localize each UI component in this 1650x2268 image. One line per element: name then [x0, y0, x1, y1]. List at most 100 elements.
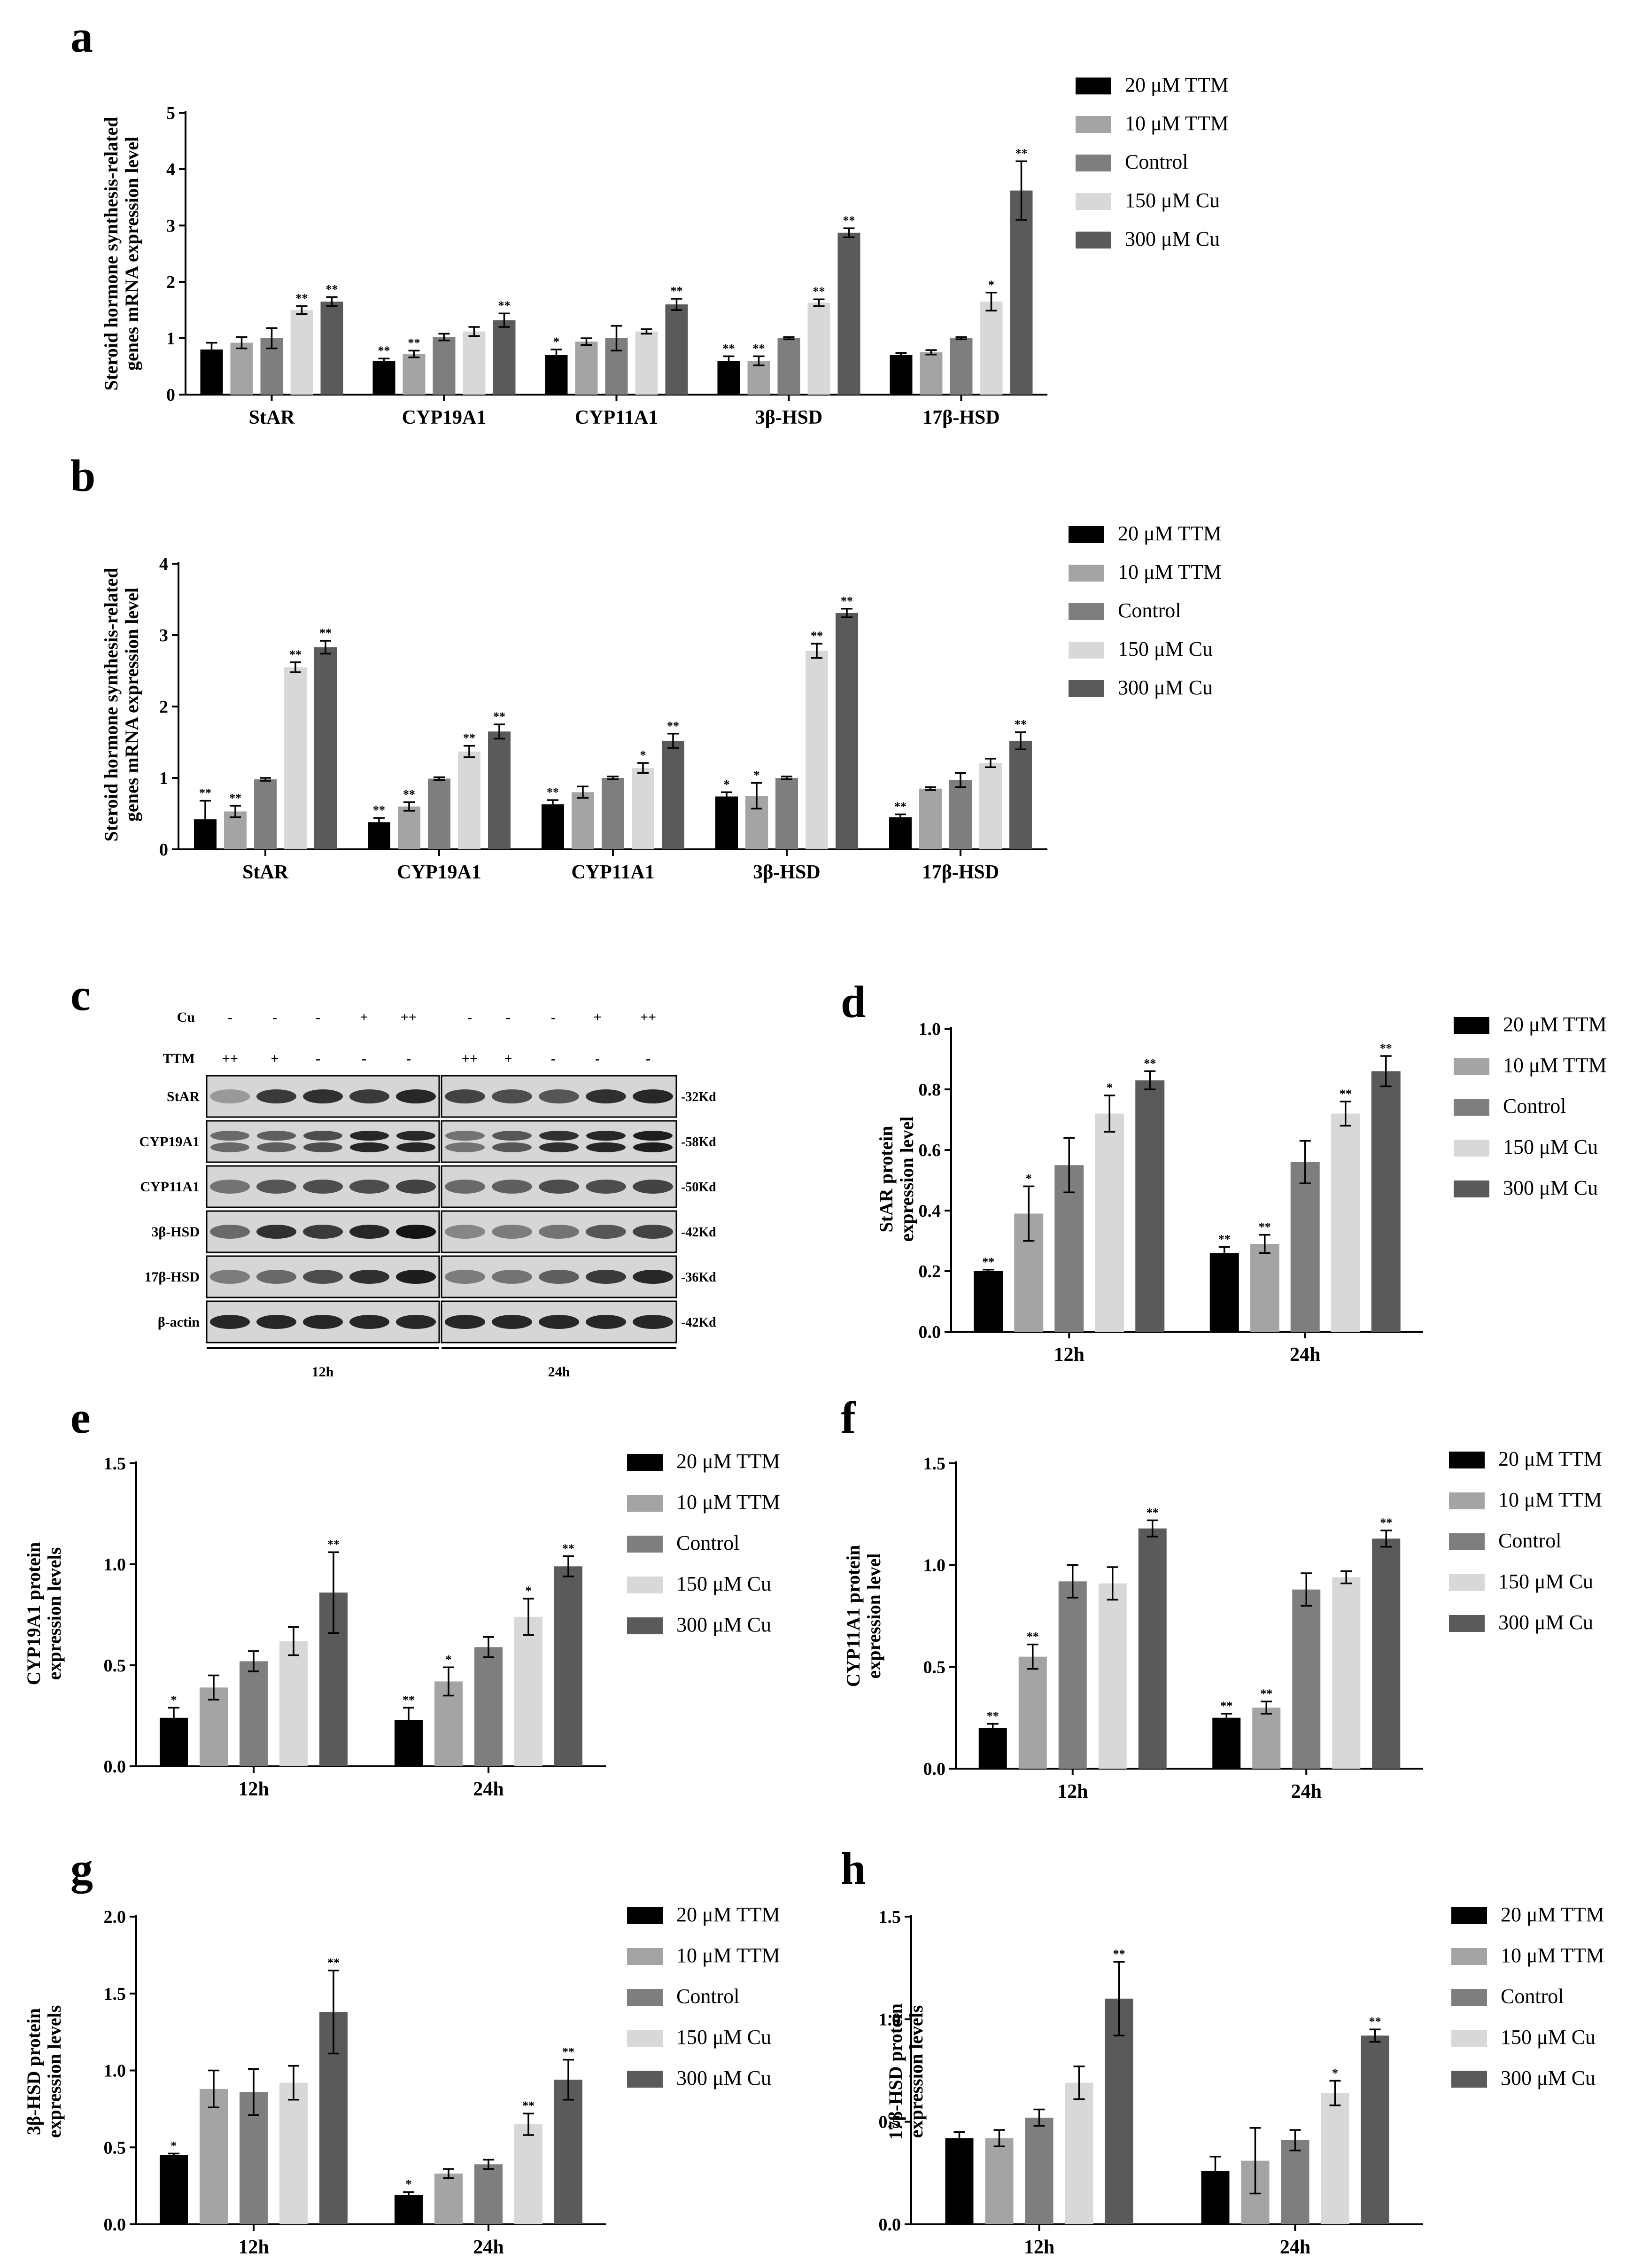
legend-entry: 150 μM Cu: [676, 2026, 771, 2049]
significance-mark: *: [406, 2177, 412, 2191]
band: [633, 1270, 673, 1284]
legend-entry: 20 μM TTM: [1501, 1903, 1604, 1926]
y-axis-label-line: expression levels: [44, 1547, 65, 1680]
legend-entry: 20 μM TTM: [676, 1450, 780, 1473]
y-tick-label: 0: [159, 840, 168, 860]
legend-entry: 10 μM TTM: [1503, 1054, 1607, 1077]
y-tick-label: 1.5: [879, 1907, 901, 1927]
significance-mark: **: [229, 791, 241, 805]
bar: [945, 2138, 974, 2224]
significance-mark: *: [1332, 2066, 1338, 2080]
band: [302, 1089, 343, 1103]
legend-swatch: [1449, 1615, 1485, 1632]
bar: [542, 804, 564, 849]
band: [303, 1142, 343, 1152]
bar: [837, 233, 860, 395]
treatment-sign: ++: [401, 1010, 417, 1025]
timepoint-label: 12h: [312, 1364, 334, 1380]
blot-box: [206, 1120, 440, 1163]
bar: [572, 792, 594, 849]
significance-mark: **: [199, 786, 211, 800]
band: [209, 1089, 250, 1103]
band: [586, 1131, 626, 1141]
bar: [514, 2124, 542, 2224]
legend-entry: Control: [1501, 1985, 1564, 2008]
x-tick-label: 3β-HSD: [753, 862, 820, 883]
legend-swatch: [1451, 2030, 1487, 2047]
y-tick-label: 1.0: [879, 2010, 901, 2029]
bar: [488, 731, 511, 849]
treatment-sign: -: [316, 1051, 320, 1066]
band: [256, 1315, 297, 1329]
legend: 20 μM TTM 10 μM TTM Control 150 μM Cu 300 μM…: [1069, 522, 1222, 699]
significance-mark: **: [1144, 1056, 1156, 1070]
y-tick-label: 3: [159, 626, 168, 645]
band: [349, 1270, 390, 1284]
band: [586, 1089, 626, 1103]
bar: [474, 2164, 503, 2224]
legend: 20 μM TTM 10 μM TTM Control 150 μM Cu 300 μM…: [1449, 1447, 1602, 1634]
bar: [1095, 1113, 1124, 1332]
legend-swatch: [627, 1454, 663, 1471]
bar: [1018, 1656, 1047, 1769]
legend-swatch: [627, 1907, 663, 1924]
legend-swatch: [1069, 680, 1104, 697]
band: [209, 1315, 250, 1329]
y-axis-label-line: genes mRNA expression level: [121, 137, 142, 371]
bar: [1361, 2035, 1389, 2224]
x-tick-label: 17β-HSD: [922, 407, 999, 428]
significance-mark: *: [1026, 1172, 1032, 1185]
significance-mark: **: [1027, 1630, 1039, 1644]
band: [349, 1089, 390, 1103]
y-axis-label: StAR proteinexpression level: [875, 1116, 917, 1242]
y-axis-label-line: 17β-HSD protein: [885, 2004, 906, 2140]
legend-swatch: [1451, 1989, 1487, 2006]
molecular-weight-label: -32Kd: [681, 1090, 716, 1104]
y-axis-label-line: expression level: [896, 1116, 917, 1242]
significance-mark: **: [408, 336, 420, 350]
band: [445, 1315, 485, 1329]
legend-entry: Control: [1118, 599, 1181, 622]
bar: [284, 667, 307, 849]
molecular-weight-label: -58Kd: [681, 1135, 716, 1150]
y-tick-label: 1.0: [104, 2061, 126, 2081]
legend-entry: 300 μM Cu: [1125, 227, 1220, 250]
bar: [950, 338, 973, 395]
bar: [514, 1616, 542, 1766]
significance-mark: **: [289, 648, 302, 661]
band: [445, 1142, 485, 1152]
significance-mark: **: [1146, 1506, 1159, 1519]
treatment-sign: -: [646, 1051, 651, 1066]
significance-mark: **: [1380, 1516, 1392, 1530]
significance-mark: **: [562, 2045, 574, 2059]
treatment-sign: ++: [222, 1051, 238, 1066]
significance-mark: *: [446, 1653, 452, 1666]
legend-swatch: [1449, 1492, 1485, 1509]
band: [210, 1131, 250, 1141]
legend-swatch: [1076, 116, 1111, 133]
y-tick-label: 1.5: [104, 1454, 126, 1474]
x-tick-label: 24h: [473, 2237, 504, 2258]
significance-mark: **: [1015, 147, 1028, 160]
treatment-sign: +: [360, 1010, 368, 1025]
y-tick-label: 0.0: [104, 2215, 126, 2235]
y-tick-label: 0.2: [919, 1262, 941, 1282]
x-tick-label: 12h: [238, 1779, 269, 1800]
legend-entry: Control: [1125, 150, 1188, 173]
x-tick-label: 12h: [1024, 2237, 1054, 2258]
significance-mark: **: [296, 292, 308, 305]
legend-entry: 150 μM Cu: [1125, 189, 1220, 212]
panel-label-d: d: [841, 977, 866, 1027]
bar: [1058, 1581, 1087, 1769]
bar: [279, 1641, 308, 1766]
bar: [1281, 2140, 1309, 2224]
legend-entry: 150 μM Cu: [676, 1572, 771, 1595]
bar: [372, 361, 395, 395]
band: [349, 1225, 390, 1239]
band: [539, 1131, 579, 1141]
blot-label: CYP11A1: [140, 1179, 200, 1195]
band: [396, 1131, 436, 1141]
y-axis-label-line: expression level: [863, 1553, 884, 1678]
bar: [777, 338, 800, 395]
bar: [230, 342, 253, 395]
